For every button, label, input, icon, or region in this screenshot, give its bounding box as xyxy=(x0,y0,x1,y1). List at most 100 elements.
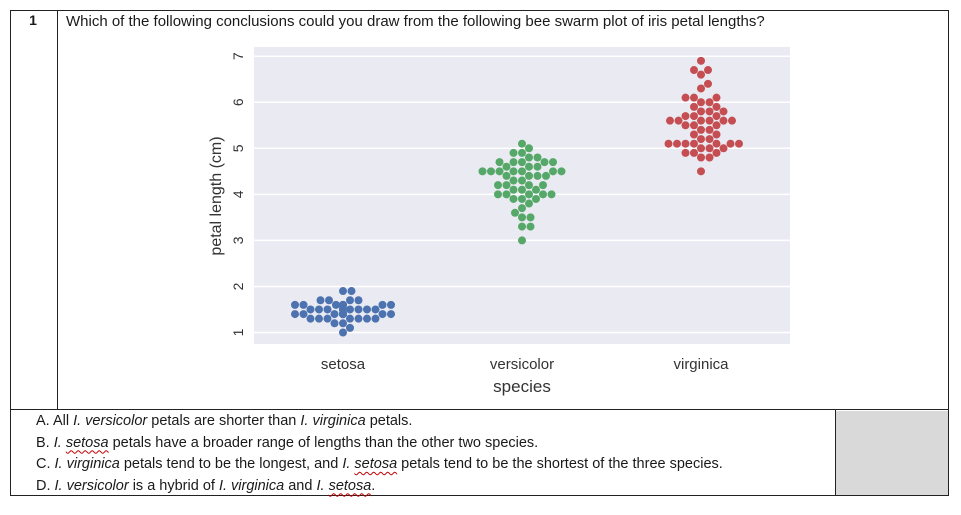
option-b[interactable]: B. I. setosa petals have a broader range… xyxy=(36,433,723,455)
data-point-setosa xyxy=(339,328,347,337)
y-tick-label: 7 xyxy=(230,52,246,60)
data-point-virginica xyxy=(681,148,690,157)
data-point-versicolor xyxy=(539,181,547,190)
data-point-versicolor xyxy=(502,190,511,199)
data-point-setosa xyxy=(316,296,325,305)
data-point-versicolor xyxy=(532,194,540,203)
data-point-virginica xyxy=(728,116,736,125)
x-tick-labels: setosa versicolor virginica xyxy=(321,356,729,373)
option-text: is a hybrid of xyxy=(128,477,219,494)
x-axis-label: species xyxy=(493,377,551,396)
data-point-versicolor xyxy=(518,139,526,148)
data-point-setosa xyxy=(299,300,308,309)
data-point-virginica xyxy=(673,139,681,148)
x-tick-label: virginica xyxy=(673,356,729,373)
data-point-setosa xyxy=(363,305,371,314)
data-point-virginica xyxy=(705,135,714,144)
data-point-setosa xyxy=(291,310,299,319)
data-point-versicolor xyxy=(518,158,526,167)
data-point-setosa xyxy=(378,300,387,309)
y-axis-label: petal length (cm) xyxy=(208,136,225,255)
data-point-virginica xyxy=(690,102,698,111)
option-text: petals are shorter than xyxy=(147,413,301,429)
data-point-versicolor xyxy=(533,153,542,162)
data-point-setosa xyxy=(325,296,333,305)
data-point-virginica xyxy=(712,130,721,139)
data-point-virginica xyxy=(674,116,683,125)
data-point-virginica xyxy=(681,139,690,148)
option-text: I. versicolor xyxy=(73,413,148,429)
answer-options: A. All I. versicolor petals are shorter … xyxy=(36,411,723,497)
data-point-virginica xyxy=(705,116,714,125)
data-point-virginica xyxy=(712,93,721,102)
data-point-versicolor xyxy=(518,222,526,231)
table-border-left xyxy=(10,10,11,496)
data-point-virginica xyxy=(697,144,705,153)
option-text: I. virginica xyxy=(54,456,120,472)
data-point-versicolor xyxy=(547,190,556,199)
data-point-versicolor xyxy=(518,194,526,203)
row-divider xyxy=(10,409,949,410)
beeswarm-chart: 1 2 3 4 5 6 7 setosa versicolor virginica petal … xyxy=(208,47,790,396)
data-point-virginica xyxy=(712,139,721,148)
option-d[interactable]: D. I. versicolor is a hybrid of I. virgi… xyxy=(36,476,723,498)
y-tick-label: 3 xyxy=(230,236,246,244)
data-point-versicolor xyxy=(549,158,557,167)
option-letter: B. xyxy=(36,434,54,451)
data-point-versicolor xyxy=(525,153,533,162)
data-point-versicolor xyxy=(540,158,549,167)
data-point-versicolor xyxy=(526,213,535,222)
data-point-versicolor xyxy=(509,167,518,176)
data-point-versicolor xyxy=(525,171,533,180)
data-point-virginica xyxy=(705,153,714,162)
data-point-versicolor xyxy=(509,158,518,167)
option-text: I. xyxy=(316,477,329,494)
data-point-versicolor xyxy=(533,162,542,171)
data-point-setosa xyxy=(387,310,395,319)
data-point-setosa xyxy=(339,300,347,309)
data-point-versicolor xyxy=(518,204,526,213)
option-letter: C. xyxy=(36,456,55,472)
data-point-setosa xyxy=(323,314,332,323)
data-point-setosa xyxy=(354,296,363,305)
answer-cell[interactable] xyxy=(836,411,948,495)
question-text: Which of the following conclusions could… xyxy=(66,13,765,30)
data-point-virginica xyxy=(719,107,728,116)
x-tick-label: setosa xyxy=(321,356,366,373)
y-tick-label: 5 xyxy=(230,144,246,152)
data-point-virginica xyxy=(697,70,705,79)
data-point-setosa xyxy=(339,287,347,296)
data-point-setosa xyxy=(306,305,315,314)
data-point-versicolor xyxy=(478,167,487,176)
data-point-virginica xyxy=(712,121,721,130)
option-text: petals. xyxy=(365,413,413,429)
option-a[interactable]: A. All I. versicolor petals are shorter … xyxy=(36,411,723,433)
data-point-versicolor xyxy=(518,185,526,194)
data-point-setosa xyxy=(346,305,354,314)
data-point-versicolor xyxy=(509,194,518,203)
option-c[interactable]: C. I. virginica petals tend to be the lo… xyxy=(36,454,723,476)
data-point-virginica xyxy=(712,102,721,111)
data-point-setosa xyxy=(291,300,299,309)
data-point-versicolor xyxy=(495,167,504,176)
data-point-versicolor xyxy=(525,181,533,190)
data-point-versicolor xyxy=(518,167,526,176)
data-point-virginica xyxy=(681,112,690,121)
data-point-virginica xyxy=(666,116,674,125)
data-point-setosa xyxy=(346,296,354,305)
data-point-versicolor xyxy=(509,176,518,185)
data-point-versicolor xyxy=(526,222,535,231)
data-point-virginica xyxy=(690,121,698,130)
data-point-virginica xyxy=(690,148,698,157)
data-point-virginica xyxy=(712,148,721,157)
option-text: All xyxy=(52,413,74,429)
data-point-versicolor xyxy=(525,144,533,153)
data-point-versicolor xyxy=(509,148,518,157)
data-point-versicolor xyxy=(557,167,566,176)
data-point-versicolor xyxy=(495,158,504,167)
data-point-virginica xyxy=(690,130,698,139)
data-point-virginica xyxy=(697,56,705,65)
data-point-virginica xyxy=(697,116,705,125)
data-point-versicolor xyxy=(518,176,526,185)
data-point-virginica xyxy=(697,98,705,107)
